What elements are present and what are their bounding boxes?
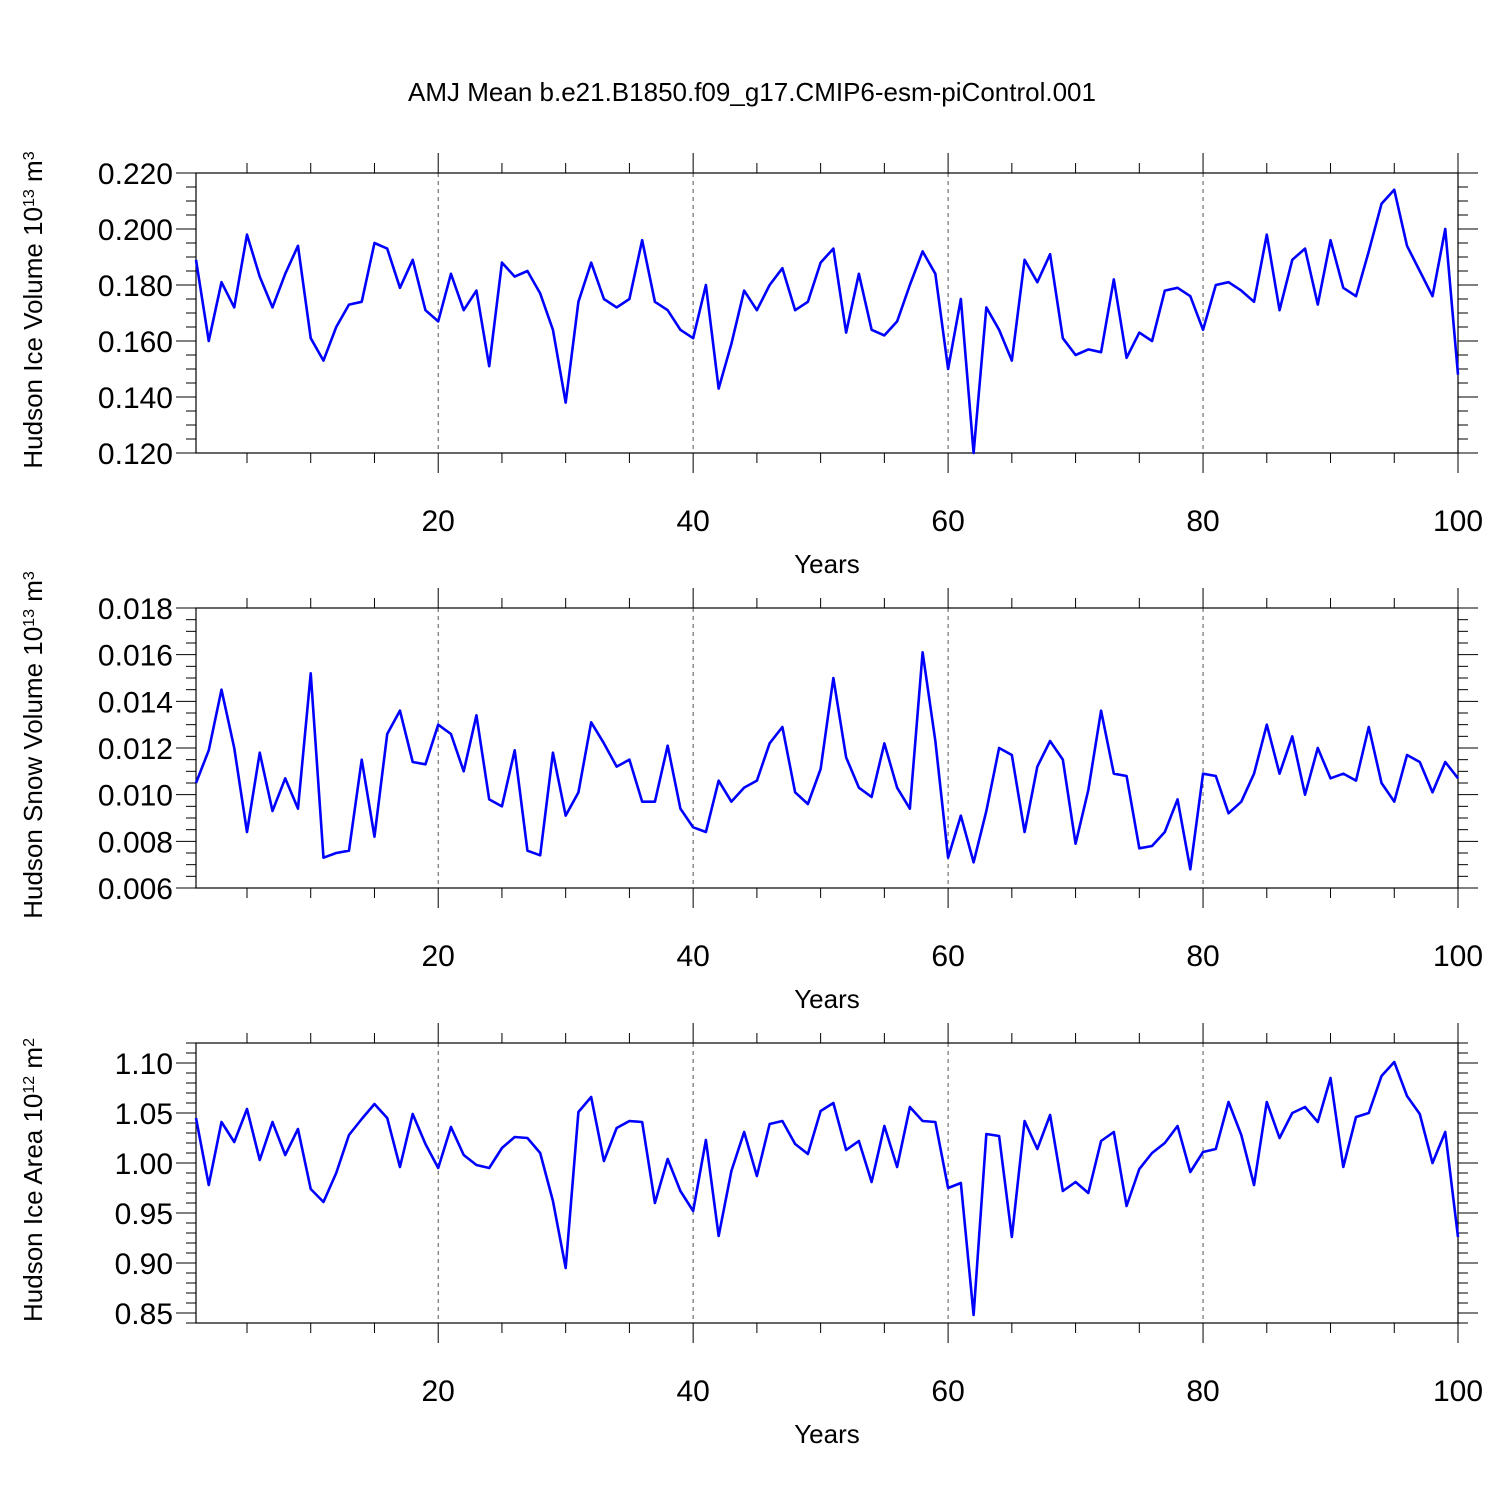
y-tick-label: 0.220: [98, 158, 173, 191]
y-tick-label: 0.010: [98, 780, 173, 813]
y-tick-label: 0.012: [98, 733, 173, 766]
x-tick-label: 60: [931, 940, 964, 973]
panel-2: 0.006 0.008 0.010 0.012 0.014 0.016 0.018 20 40 6…: [18, 571, 1483, 1014]
y-axis-title: Hudson Ice Area 1012 m2: [18, 1038, 48, 1322]
series-line: [194, 1060, 1460, 1317]
x-tick-label: 60: [931, 1375, 964, 1408]
x-axis-title: Years: [794, 1419, 860, 1449]
y-tick-label: 0.018: [98, 593, 173, 626]
y-tick-label: 0.140: [98, 382, 173, 415]
y-tick-label: 0.200: [98, 214, 173, 247]
y-tick-label: 0.014: [98, 686, 173, 719]
series-line: [194, 188, 1460, 455]
y-tick-label: 1.10: [115, 1048, 173, 1081]
x-axis-title: Years: [794, 984, 860, 1014]
x-tick-label: 40: [676, 505, 709, 538]
y-tick-label: 1.00: [115, 1148, 173, 1181]
panel-1: 0.120 0.140 0.160 0.180 0.200 0.220 20 40 60 80 10…: [18, 151, 1483, 579]
x-tick-label: 20: [422, 940, 455, 973]
y-tick-label: 0.95: [115, 1198, 173, 1231]
series-line: [194, 651, 1460, 871]
y-tick-label: 0.90: [115, 1248, 173, 1281]
plot-frame: [195, 172, 1459, 454]
y-axis-title: Hudson Snow Volume 1013 m3: [18, 571, 48, 919]
x-axis-title: Years: [794, 549, 860, 579]
x-tick-label: 60: [931, 505, 964, 538]
chart-title: AMJ Mean b.e21.B1850.f09_g17.CMIP6-esm-p…: [408, 77, 1096, 107]
y-tick-label: 0.120: [98, 438, 173, 471]
x-tick-label: 20: [422, 505, 455, 538]
plot-frame: [195, 1042, 1459, 1324]
y-axis-title: Hudson Ice Volume 1013 m3: [18, 151, 48, 468]
x-tick-label: 80: [1186, 940, 1219, 973]
panel-3: 0.85 0.90 0.95 1.00 1.05 1.10 20 40 60 80 100 Years…: [18, 1023, 1483, 1449]
y-tick-label: 0.006: [98, 873, 173, 906]
x-tick-label: 40: [676, 1375, 709, 1408]
x-tick-label: 100: [1433, 505, 1483, 538]
x-tick-label: 80: [1186, 1375, 1219, 1408]
x-tick-label: 40: [676, 940, 709, 973]
y-tick-label: 1.05: [115, 1098, 173, 1131]
y-tick-label: 0.008: [98, 826, 173, 859]
x-tick-label: 80: [1186, 505, 1219, 538]
y-tick-label: 0.85: [115, 1298, 173, 1331]
y-tick-label: 0.160: [98, 326, 173, 359]
x-tick-label: 100: [1433, 1375, 1483, 1408]
y-tick-label: 0.016: [98, 640, 173, 673]
x-tick-label: 20: [422, 1375, 455, 1408]
x-tick-label: 100: [1433, 940, 1483, 973]
y-tick-label: 0.180: [98, 270, 173, 303]
